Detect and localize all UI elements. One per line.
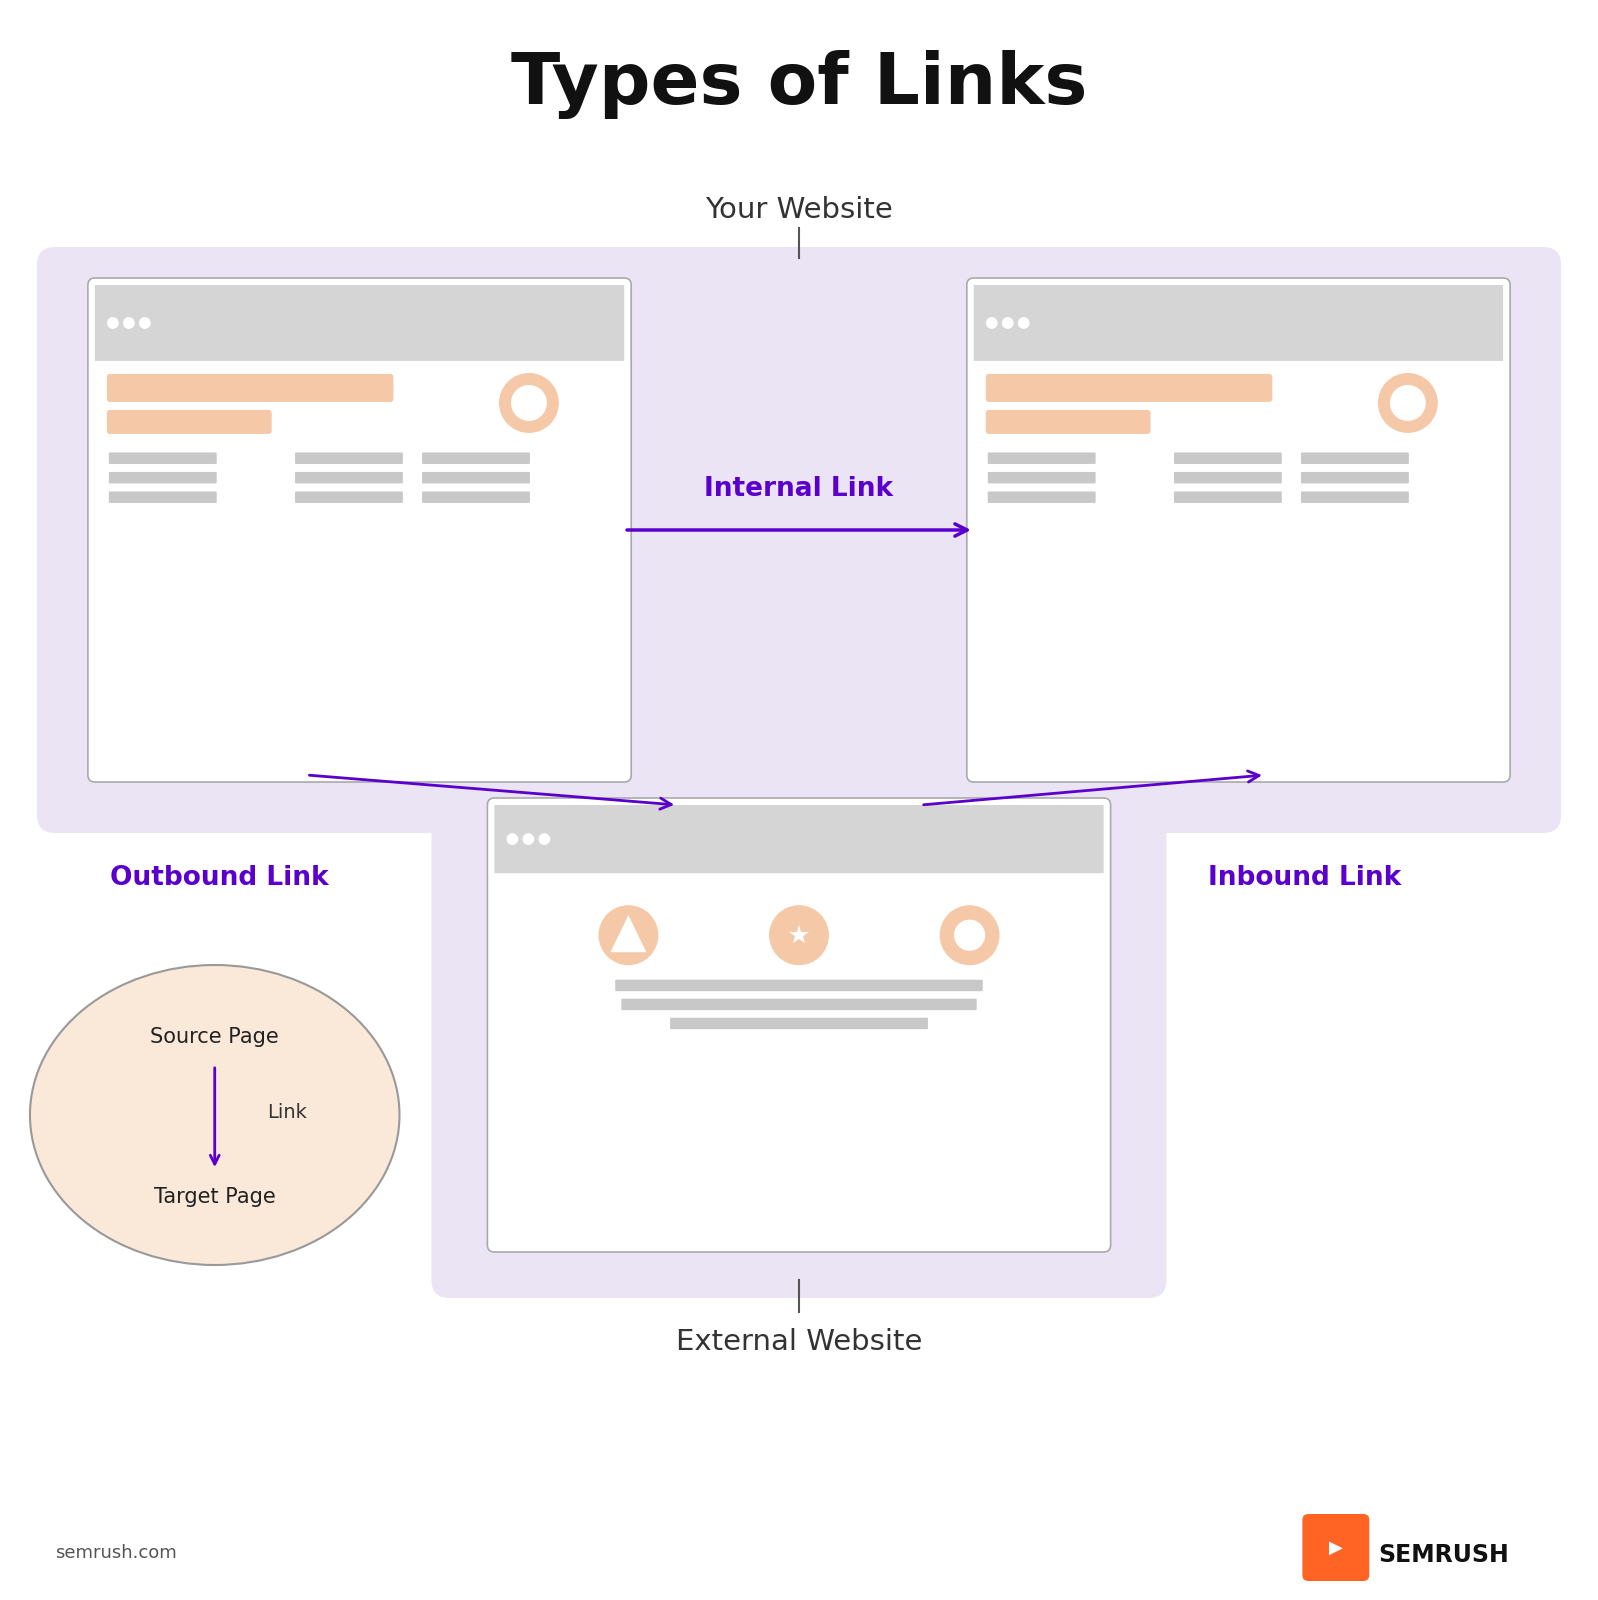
FancyBboxPatch shape <box>988 453 1096 464</box>
Circle shape <box>107 318 118 328</box>
FancyBboxPatch shape <box>487 798 1111 1251</box>
Text: Target Page: Target Page <box>153 1187 275 1206</box>
FancyBboxPatch shape <box>494 805 1104 874</box>
FancyBboxPatch shape <box>1301 491 1409 502</box>
FancyBboxPatch shape <box>988 472 1096 483</box>
Circle shape <box>940 906 1000 965</box>
Circle shape <box>1390 386 1425 421</box>
FancyBboxPatch shape <box>109 472 217 483</box>
Circle shape <box>511 386 547 421</box>
FancyBboxPatch shape <box>988 491 1096 502</box>
FancyBboxPatch shape <box>986 374 1272 402</box>
Text: Your Website: Your Website <box>705 195 893 224</box>
Text: semrush.com: semrush.com <box>54 1544 177 1562</box>
FancyBboxPatch shape <box>431 762 1167 1298</box>
Text: Internal Link: Internal Link <box>705 477 893 502</box>
FancyBboxPatch shape <box>1175 453 1282 464</box>
Text: Outbound Link: Outbound Link <box>110 866 329 891</box>
FancyBboxPatch shape <box>37 246 1561 834</box>
FancyBboxPatch shape <box>973 285 1504 362</box>
Text: Inbound Link: Inbound Link <box>1208 866 1401 891</box>
FancyBboxPatch shape <box>422 472 531 483</box>
FancyBboxPatch shape <box>1301 472 1409 483</box>
FancyBboxPatch shape <box>670 1018 928 1029</box>
Circle shape <box>1002 318 1013 328</box>
FancyBboxPatch shape <box>109 491 217 502</box>
Circle shape <box>1377 373 1438 434</box>
FancyBboxPatch shape <box>615 979 983 990</box>
Circle shape <box>986 318 997 328</box>
Text: Source Page: Source Page <box>150 1027 280 1046</box>
FancyBboxPatch shape <box>107 374 393 402</box>
FancyBboxPatch shape <box>296 491 403 502</box>
FancyBboxPatch shape <box>1301 453 1409 464</box>
FancyBboxPatch shape <box>296 472 403 483</box>
FancyBboxPatch shape <box>1175 472 1282 483</box>
Circle shape <box>523 834 534 845</box>
FancyBboxPatch shape <box>1302 1514 1369 1581</box>
Text: External Website: External Website <box>676 1328 922 1357</box>
Circle shape <box>954 920 984 950</box>
FancyBboxPatch shape <box>967 278 1510 782</box>
FancyBboxPatch shape <box>622 998 976 1010</box>
Circle shape <box>539 834 550 845</box>
FancyBboxPatch shape <box>422 491 531 502</box>
FancyBboxPatch shape <box>986 410 1151 434</box>
Circle shape <box>123 318 134 328</box>
FancyBboxPatch shape <box>296 453 403 464</box>
FancyBboxPatch shape <box>1175 491 1282 502</box>
Circle shape <box>598 906 658 965</box>
Ellipse shape <box>30 965 400 1266</box>
Polygon shape <box>610 915 646 952</box>
Circle shape <box>769 906 829 965</box>
FancyBboxPatch shape <box>422 453 531 464</box>
Circle shape <box>507 834 518 845</box>
Text: SEMRUSH: SEMRUSH <box>1377 1542 1509 1566</box>
Circle shape <box>1018 318 1029 328</box>
Circle shape <box>499 373 559 434</box>
FancyBboxPatch shape <box>107 410 272 434</box>
Text: Link: Link <box>267 1104 307 1123</box>
FancyBboxPatch shape <box>94 285 625 362</box>
Text: Types of Links: Types of Links <box>511 50 1087 118</box>
FancyBboxPatch shape <box>88 278 631 782</box>
Text: ▶: ▶ <box>1330 1539 1342 1557</box>
FancyBboxPatch shape <box>109 453 217 464</box>
Circle shape <box>139 318 150 328</box>
